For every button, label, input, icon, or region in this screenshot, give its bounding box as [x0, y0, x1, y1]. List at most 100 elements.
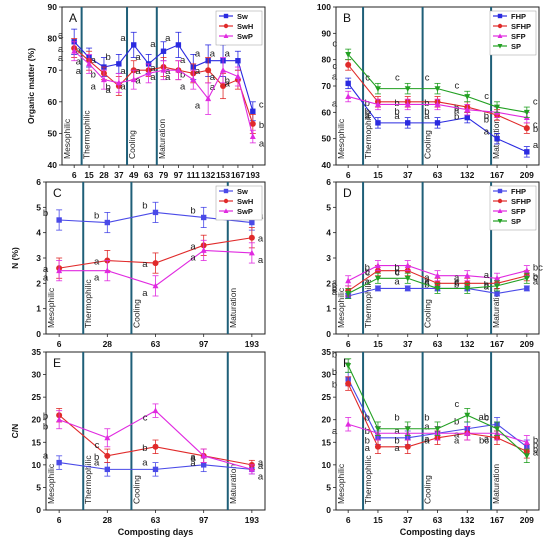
data-point: [200, 214, 207, 221]
significance-letter: a: [332, 99, 338, 110]
data-point: [104, 452, 111, 459]
data-point: [523, 275, 530, 282]
significance-letter: a: [94, 273, 100, 284]
data-point: [374, 275, 381, 282]
phase-label: Maturation: [228, 288, 238, 328]
significance-letter: a: [43, 264, 49, 275]
legend-entry: SFHP: [511, 22, 531, 31]
significance-letter: a: [484, 270, 490, 281]
legend-entry: Sw: [237, 187, 248, 196]
significance-letter: b: [484, 279, 489, 290]
x-tick-label: 79: [159, 170, 169, 180]
significance-letter: a: [165, 72, 171, 83]
legend-marker: [497, 219, 503, 224]
significance-letter: a: [533, 140, 539, 151]
data-point: [175, 66, 182, 73]
significance-letter: b: [142, 200, 147, 211]
panel-d: 0 1 2 3 4 5 6 6 15 37 63 132 167 209 D Mesophilic Thermo…: [326, 177, 543, 349]
significance-letter: b: [424, 106, 429, 117]
significance-letter: b: [424, 413, 429, 424]
data-point: [404, 443, 411, 450]
series-1: aa a a a: [43, 451, 264, 477]
significance-letter: a: [454, 106, 460, 117]
y-tick-label: 0: [326, 329, 331, 339]
significance-letter: a: [190, 453, 196, 464]
significance-letter: c: [425, 278, 430, 289]
panel-label: B: [343, 11, 351, 25]
significance-letter: c: [533, 120, 538, 131]
series-fhp: a a a a a a a: [332, 71, 539, 158]
x-tick-label: 37: [403, 515, 413, 525]
significance-letter: a: [484, 434, 490, 445]
significance-letter: b: [332, 283, 337, 294]
significance-letter: b: [43, 422, 48, 433]
data-point: [434, 426, 441, 432]
x-tick-label: 6: [346, 170, 351, 180]
data-point: [405, 285, 411, 292]
phase-label: Mesophilic: [336, 287, 346, 328]
significance-letter: a: [332, 71, 338, 82]
data-point: [235, 58, 241, 64]
x-tick-label: 6: [346, 339, 351, 349]
significance-letter: a: [210, 72, 216, 83]
data-point: [234, 73, 241, 79]
data-point: [152, 443, 159, 450]
phase-label: Cooling: [423, 475, 433, 504]
significance-letter: b: [533, 124, 538, 135]
data-point: [345, 380, 352, 387]
data-point: [56, 416, 63, 423]
y-tick-label: 3: [326, 253, 331, 263]
data-point: [494, 283, 501, 290]
data-point: [152, 209, 159, 216]
series-sp: ab ba a abc: [332, 262, 543, 299]
legend-marker: [223, 13, 229, 19]
significance-letter: a: [258, 234, 264, 245]
data-point: [494, 135, 500, 142]
data-point: [56, 267, 63, 274]
data-point: [104, 267, 111, 274]
significance-letter: a: [120, 33, 126, 44]
x-tick-label: 6: [57, 515, 62, 525]
y-tick-label: 25: [322, 392, 332, 402]
legend-entry: SFP: [511, 32, 526, 41]
panel-label: C: [53, 186, 62, 200]
phase-label: Thermophilic: [363, 279, 373, 328]
y-tick-label: 5: [326, 202, 331, 212]
panel-a: 40 50 60 70 80 90 6 15 28 37 49 63 79 97 111 132 153 167 1…: [26, 2, 266, 180]
significance-letter: b: [365, 262, 370, 273]
data-point: [345, 277, 352, 284]
phase-label: Maturation: [491, 288, 501, 328]
legend-marker: [497, 208, 503, 213]
data-point: [100, 76, 107, 83]
significance-letter: c: [533, 273, 538, 284]
significance-letter: a: [424, 434, 430, 445]
significance-letter: a: [210, 82, 216, 93]
data-point: [190, 76, 197, 83]
legend-entry: SP: [511, 42, 521, 51]
y-tick-label: 30: [32, 370, 42, 380]
significance-letter: c: [484, 413, 489, 424]
significance-letter: a: [43, 451, 49, 462]
legend-marker: [223, 208, 229, 213]
significance-letter: a: [43, 273, 49, 284]
y-tick-label: 15: [32, 437, 42, 447]
legend-entry: SP: [511, 217, 521, 226]
data-point: [248, 249, 255, 256]
legend-box: [215, 10, 263, 46]
significance-letter: a: [332, 426, 338, 437]
significance-letter: b: [365, 426, 370, 437]
y-tick-label: 5: [36, 482, 41, 492]
significance-letter: a: [135, 66, 141, 77]
significance-letter: b: [533, 444, 538, 455]
legend-marker: [223, 23, 229, 29]
significance-letter: b: [106, 52, 111, 63]
data-point: [524, 285, 530, 292]
data-point: [464, 114, 470, 121]
significance-letter: c: [395, 73, 400, 84]
y-tick-label: 25: [32, 392, 42, 402]
y-tick-label: 5: [326, 482, 331, 492]
significance-letter: b: [484, 111, 489, 122]
data-point: [375, 120, 381, 126]
